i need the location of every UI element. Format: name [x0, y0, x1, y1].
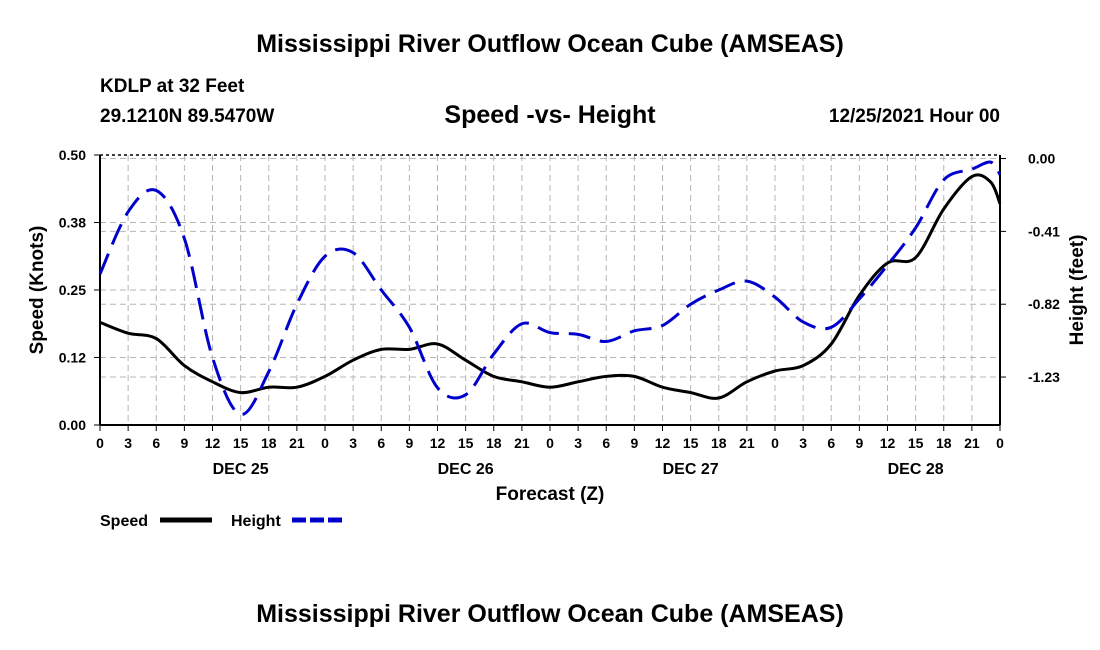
y-tick-label-left: 0.50 [59, 147, 86, 163]
day-label: DEC 28 [888, 461, 944, 478]
x-tick-label: 0 [546, 435, 554, 451]
x-tick-label: 9 [855, 435, 863, 451]
y-tick-label-right: 0.00 [1028, 151, 1055, 167]
x-tick-label: 21 [289, 435, 305, 451]
day-label: DEC 27 [663, 461, 719, 478]
y-axis-label-left: Speed (Knots) [27, 226, 48, 355]
x-axis-label: Forecast (Z) [496, 484, 605, 505]
station-label: KDLP at 32 Feet [100, 76, 245, 97]
x-tick-label: 9 [630, 435, 638, 451]
chart-title: Mississippi River Outflow Ocean Cube (AM… [256, 30, 844, 58]
x-tick-label: 12 [655, 435, 671, 451]
x-tick-label: 21 [964, 435, 980, 451]
legend-label-height: Height [231, 513, 281, 530]
y-tick-label-left: 0.38 [59, 215, 86, 231]
x-tick-label: 15 [458, 435, 474, 451]
x-tick-label: 6 [602, 435, 610, 451]
x-tick-label: 9 [180, 435, 188, 451]
x-tick-label: 6 [827, 435, 835, 451]
x-tick-label: 0 [996, 435, 1004, 451]
day-label: DEC 26 [438, 461, 494, 478]
coordinates-label: 29.1210N 89.5470W [100, 106, 275, 127]
x-tick-label: 15 [233, 435, 249, 451]
speed-series-line [99, 173, 1002, 400]
x-tick-label: 18 [936, 435, 952, 451]
chart-subtitle: Speed -vs- Height [444, 101, 656, 129]
forecast-datetime: 12/25/2021 Hour 00 [828, 106, 1000, 127]
legend-label-speed: Speed [100, 513, 148, 530]
x-tick-label: 21 [739, 435, 755, 451]
height-series-line [98, 160, 1002, 416]
y-tick-label-left: 0.00 [59, 417, 86, 433]
x-tick-label: 12 [205, 435, 221, 451]
y-tick-label-right: -0.41 [1028, 223, 1060, 239]
x-tick-label: 3 [574, 435, 582, 451]
x-tick-label: 12 [430, 435, 446, 451]
x-tick-label: 18 [261, 435, 277, 451]
footer-title: Mississippi River Outflow Ocean Cube (AM… [256, 600, 844, 628]
x-tick-label: 3 [799, 435, 807, 451]
x-tick-label: 15 [683, 435, 699, 451]
x-tick-label: 6 [377, 435, 385, 451]
x-tick-label: 12 [880, 435, 896, 451]
x-tick-label: 6 [152, 435, 160, 451]
x-tick-label: 0 [96, 435, 104, 451]
y-axis-label-right: Height (feet) [1067, 235, 1088, 346]
x-tick-label: 9 [405, 435, 413, 451]
x-tick-label: 3 [349, 435, 357, 451]
x-tick-label: 21 [514, 435, 530, 451]
x-tick-label: 0 [321, 435, 329, 451]
x-tick-label: 18 [711, 435, 727, 451]
y-tick-label-left: 0.25 [59, 282, 86, 298]
y-tick-label-left: 0.12 [59, 350, 86, 366]
y-tick-label-right: -0.82 [1028, 296, 1060, 312]
y-tick-label-right: -1.23 [1028, 369, 1060, 385]
x-tick-label: 3 [124, 435, 132, 451]
x-tick-label: 15 [908, 435, 924, 451]
x-tick-label: 0 [771, 435, 779, 451]
x-tick-label: 18 [486, 435, 502, 451]
day-label: DEC 25 [213, 461, 269, 478]
